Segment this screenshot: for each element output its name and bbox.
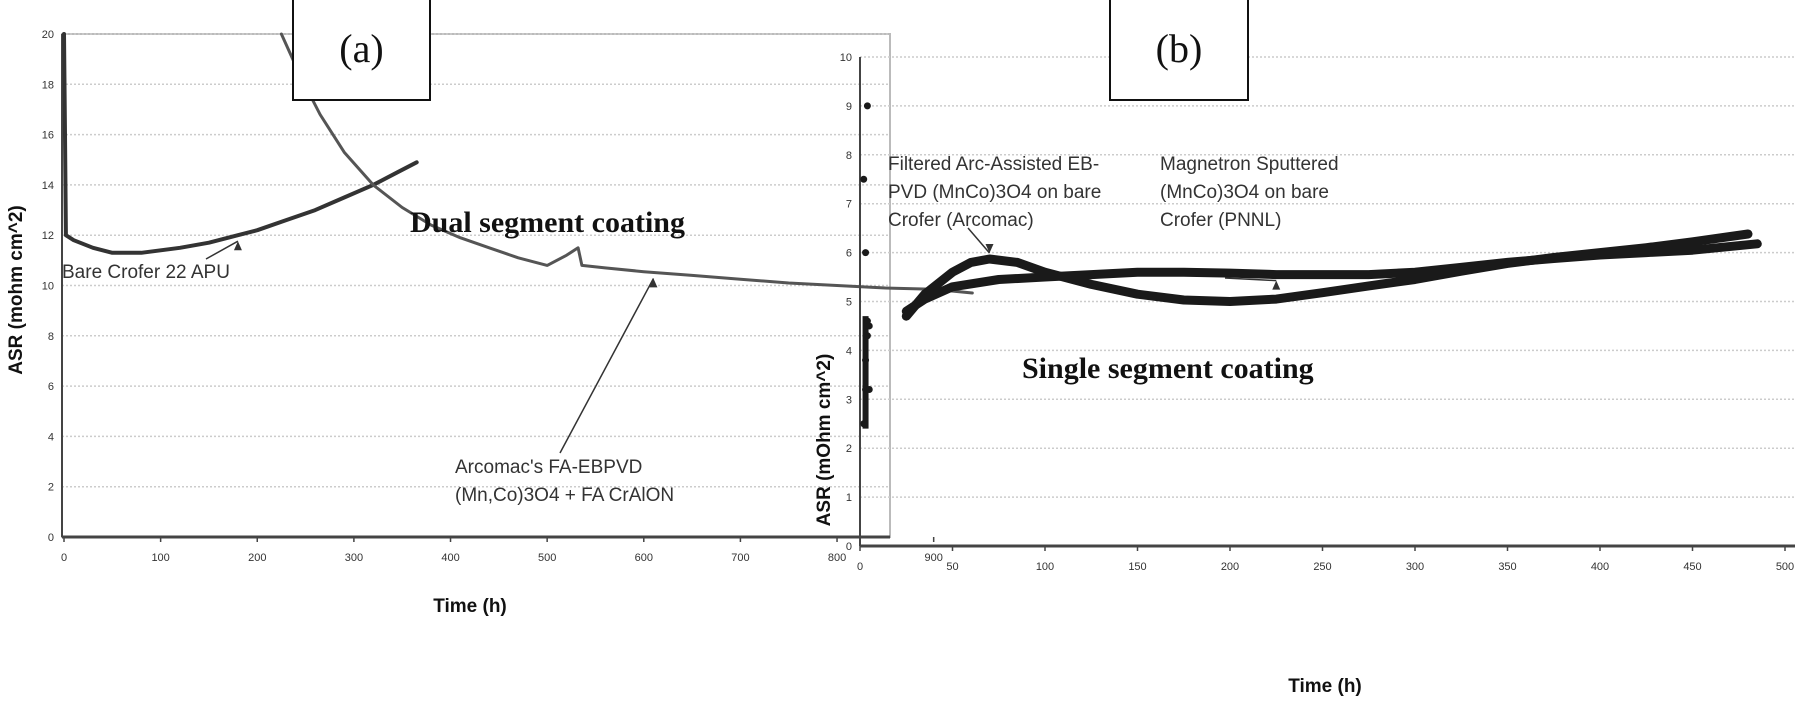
- y-tick-label: 6: [846, 248, 852, 260]
- panel-label-box: [292, 0, 431, 101]
- x-tick-label: 300: [1406, 561, 1424, 573]
- y-tick-label: 14: [42, 180, 54, 192]
- x-tick-label: 700: [731, 552, 749, 564]
- y-tick-label: 8: [48, 331, 54, 343]
- x-tick-label: 800: [828, 552, 846, 564]
- y-tick-label: 6: [48, 381, 54, 393]
- y-tick-label: 0: [48, 532, 54, 544]
- series-line-1: [901, 239, 1762, 316]
- x-tick-label: 0: [857, 561, 863, 573]
- x-tick-label: 500: [538, 552, 556, 564]
- y-tick-label: 4: [846, 345, 852, 357]
- annotation-line: Filtered Arc-Assisted EB-: [888, 154, 1099, 175]
- initial-data-point: [860, 420, 868, 428]
- initial-data-point: [860, 175, 868, 183]
- annotation-arrow: [205, 240, 239, 260]
- y-tick-label: 12: [42, 230, 54, 242]
- series-annotation: Magnetron Sputtered (MnCo)3O4 on bare Crof…: [1160, 154, 1339, 231]
- x-tick-label: 150: [1128, 561, 1146, 573]
- annotation-line: (MnCo)3O4 on bare: [1160, 182, 1329, 203]
- panel-label-box: [1109, 0, 1249, 101]
- x-tick-label: 400: [1591, 561, 1609, 573]
- coating-annotation: Single segment coating: [1022, 352, 1314, 385]
- x-tick-label: 50: [946, 561, 958, 573]
- y-tick-label: 18: [42, 79, 54, 91]
- annotation-arrow: [559, 278, 655, 454]
- initial-data-point: [865, 386, 873, 394]
- initial-data-point: [863, 332, 871, 340]
- initial-data-point: [862, 356, 870, 364]
- y-tick-label: 20: [42, 29, 54, 41]
- coating-annotation: Dual segment coating: [410, 206, 685, 239]
- x-tick-label: 100: [1036, 561, 1054, 573]
- initial-data-point: [865, 322, 873, 330]
- y-tick-label: 9: [846, 101, 852, 113]
- y-tick-label: 0: [846, 541, 852, 553]
- annotation-line: Magnetron Sputtered: [1160, 154, 1339, 175]
- series-line-0: [62, 32, 419, 255]
- annotation-line: Crofer (PNNL): [1160, 210, 1281, 231]
- annotation-line: (Mn,Co)3O4 + FA CrAlON: [455, 485, 674, 506]
- y-tick-label: 5: [846, 297, 852, 309]
- x-axis-title: Time (h): [433, 596, 507, 617]
- annotation-line: PVD (MnCo)3O4 on bare: [888, 182, 1101, 203]
- x-axis-title: Time (h): [1288, 676, 1362, 697]
- panel-label: (a): [339, 26, 383, 71]
- y-tick-label: 16: [42, 130, 54, 142]
- y-tick-label: 1: [846, 492, 852, 504]
- x-tick-label: 400: [441, 552, 459, 564]
- arrow-head-icon: [985, 243, 994, 253]
- x-tick-label: 0: [61, 552, 67, 564]
- x-tick-label: 450: [1683, 561, 1701, 573]
- x-tick-label: 350: [1498, 561, 1516, 573]
- annotation-line: Bare Crofer 22 APU: [62, 262, 230, 283]
- annotation-arrow: [967, 227, 991, 254]
- initial-data-point: [862, 249, 870, 257]
- y-tick-label: 8: [846, 150, 852, 162]
- x-tick-label: 200: [1221, 561, 1239, 573]
- y-tick-label: 4: [48, 431, 54, 443]
- arrow-head-icon: [1272, 280, 1281, 290]
- y-tick-label: 7: [846, 199, 852, 211]
- annotation-arrow: [1224, 277, 1277, 282]
- y-tick-label: 10: [42, 281, 54, 293]
- x-tick-label: 500: [1776, 561, 1794, 573]
- x-tick-label: 250: [1313, 561, 1331, 573]
- arrow-head-icon: [233, 241, 242, 251]
- y-axis-title: ASR (mohm cm^2): [6, 205, 27, 374]
- panel-label: (b): [1156, 26, 1203, 71]
- x-tick-label: 300: [345, 552, 363, 564]
- arrow-head-icon: [649, 278, 658, 288]
- y-tick-label: 3: [846, 394, 852, 406]
- y-tick-label: 2: [846, 443, 852, 455]
- x-tick-label: 900: [924, 552, 942, 564]
- y-axis-title: ASR (mOhm cm^2): [814, 354, 835, 527]
- initial-data-point: [863, 102, 871, 110]
- series-annotation: Bare Crofer 22 APU: [62, 262, 230, 283]
- y-tick-label: 2: [48, 482, 54, 494]
- x-tick-label: 600: [635, 552, 653, 564]
- x-tick-label: 100: [151, 552, 169, 564]
- y-tick-label: 10: [840, 52, 852, 64]
- series-line-1: [279, 32, 974, 295]
- series-annotation: Filtered Arc-Assisted EB- PVD (MnCo)3O4 o…: [888, 154, 1101, 231]
- annotation-line: Crofer (Arcomac): [888, 210, 1034, 231]
- annotation-line: Arcomac's FA-EBPVD: [455, 457, 642, 478]
- series-annotation: Arcomac's FA-EBPVD (Mn,Co)3O4 + FA CrAlON: [455, 457, 674, 506]
- x-tick-label: 200: [248, 552, 266, 564]
